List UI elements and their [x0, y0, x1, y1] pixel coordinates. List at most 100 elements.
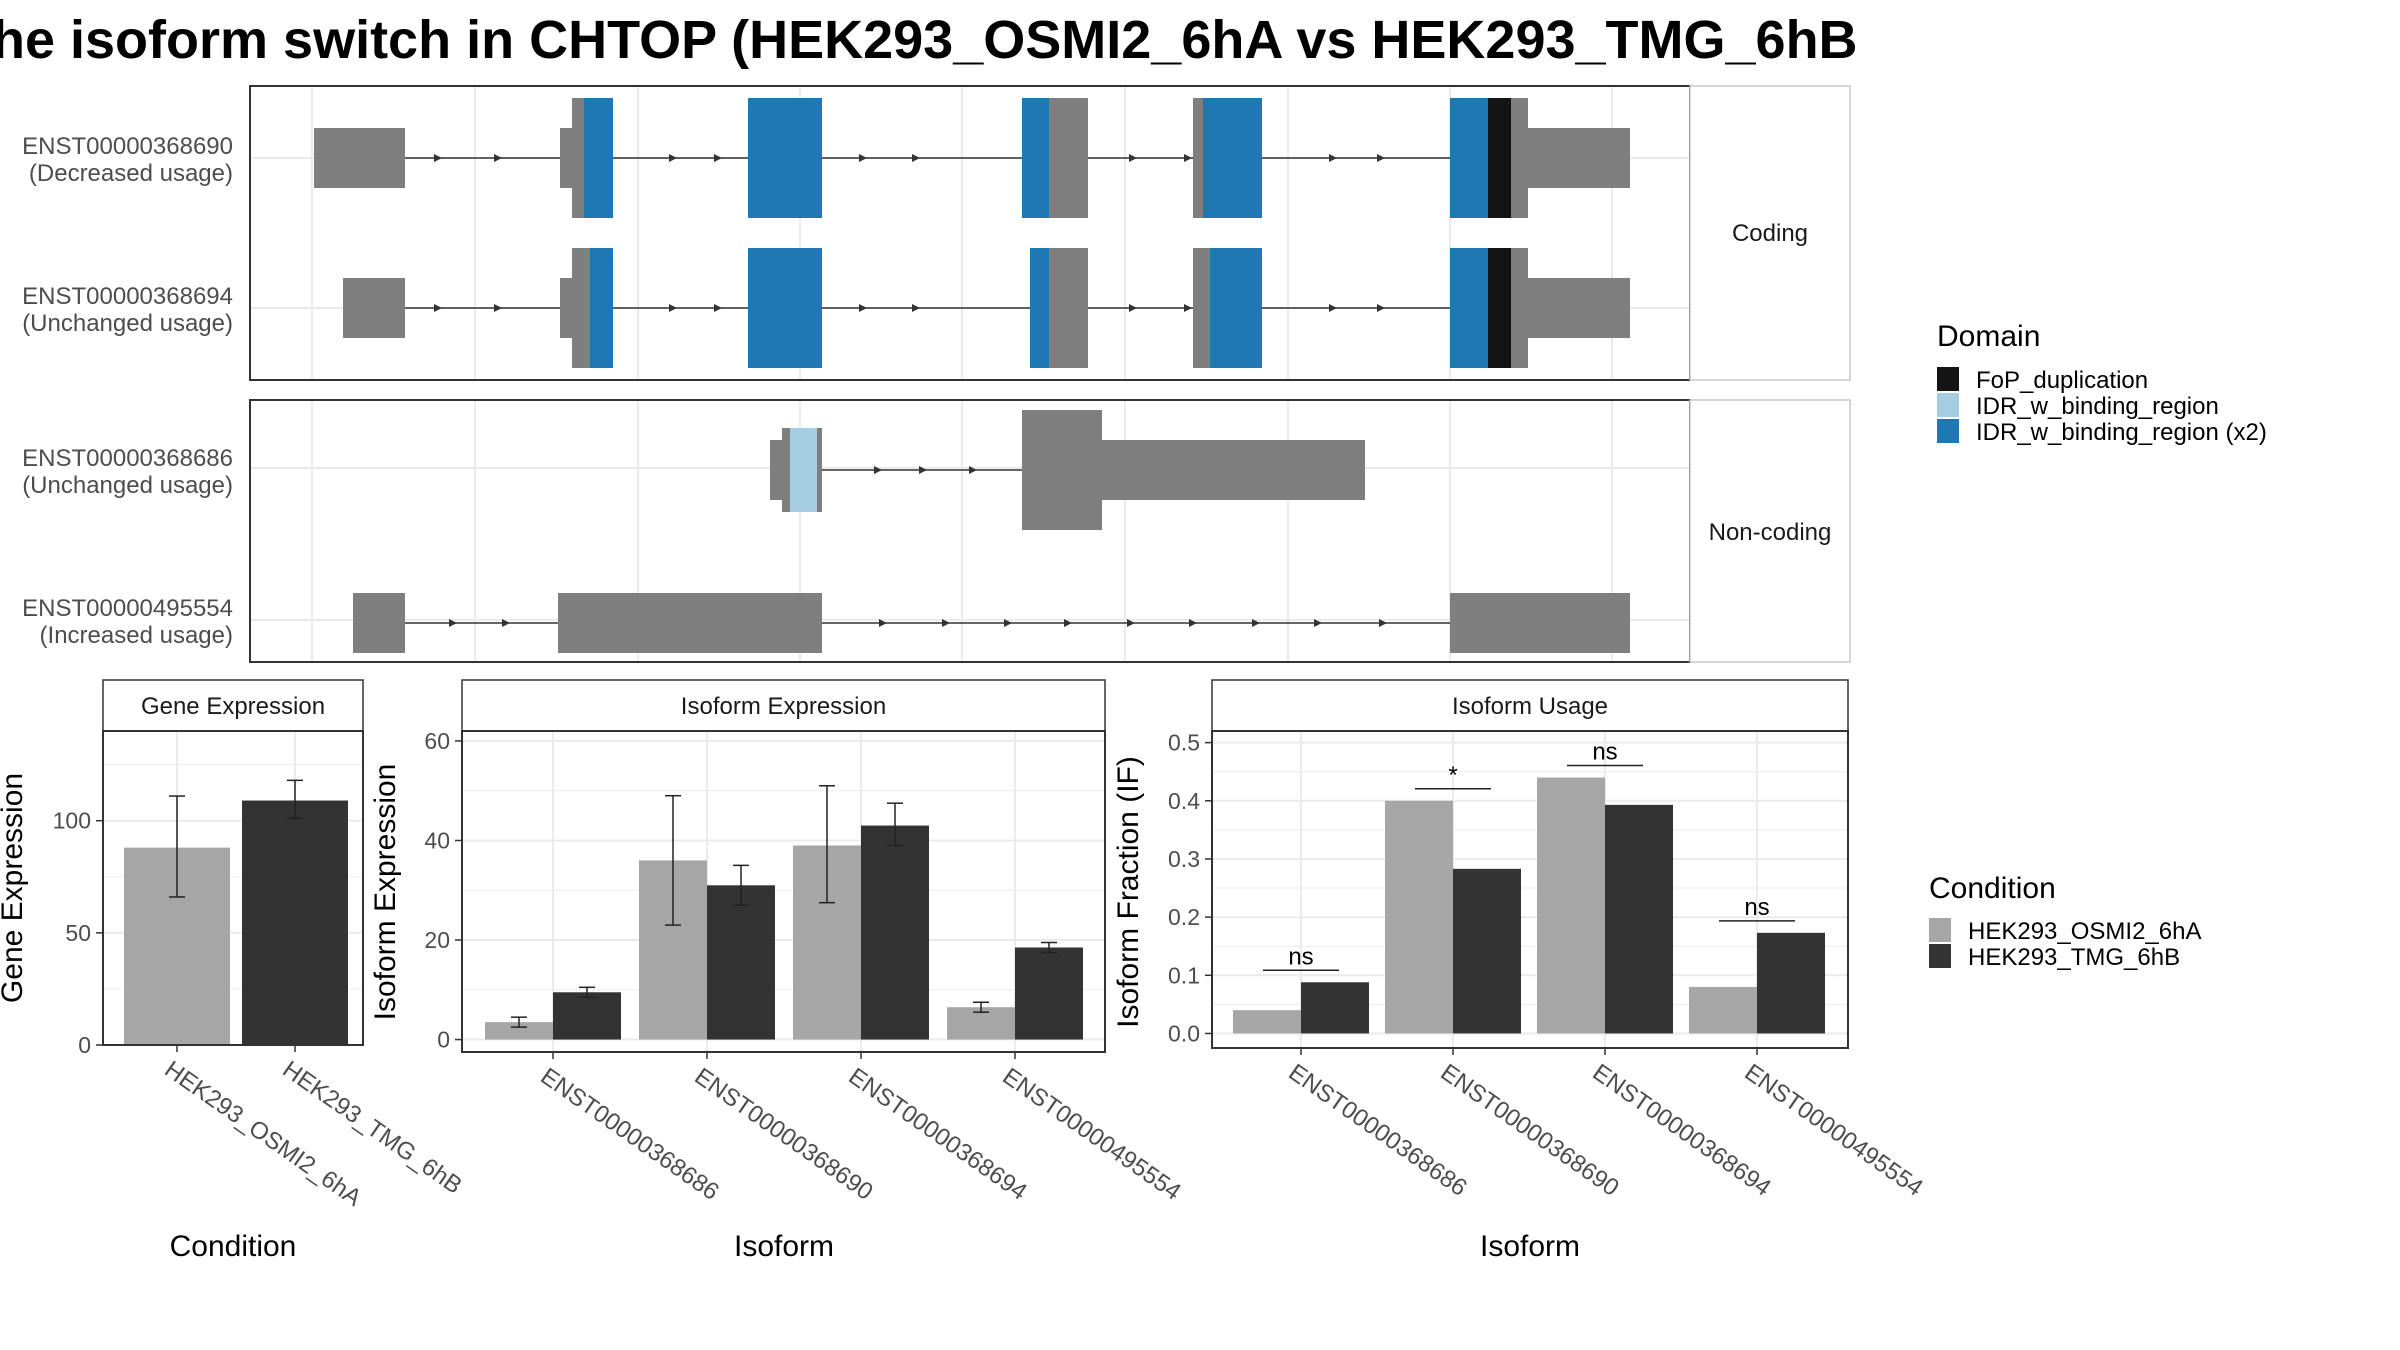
transcript-id-label: ENST00000368690 — [22, 133, 233, 160]
bar — [1537, 777, 1605, 1034]
intron-arrow-icon — [1377, 304, 1385, 312]
intron-arrow-icon — [912, 154, 920, 162]
exon — [1511, 98, 1528, 218]
intron-arrow-icon — [1329, 304, 1337, 312]
intron-arrow-icon — [1314, 619, 1322, 627]
exon — [572, 248, 590, 368]
bar — [553, 992, 621, 1040]
panel-border — [1211, 730, 1849, 1049]
intron-arrow-icon — [859, 304, 867, 312]
y-tick-label: 0.1 — [1168, 962, 1200, 988]
y-tick-label: 0.2 — [1168, 904, 1200, 930]
exon — [1450, 593, 1630, 653]
y-tick-label: 40 — [424, 827, 450, 853]
bar — [1015, 947, 1083, 1040]
y-axis-title: Gene Expression — [0, 773, 29, 1003]
intron-arrow-icon — [1189, 619, 1197, 627]
domain-region — [1022, 98, 1049, 218]
y-axis-title: Isoform Expression — [369, 764, 402, 1021]
intron-arrow-icon — [714, 304, 722, 312]
exon — [1528, 128, 1630, 188]
domain-region — [1488, 248, 1511, 368]
exon — [1511, 248, 1528, 368]
panel-border — [461, 730, 1106, 1053]
y-tick-label: 0 — [78, 1032, 91, 1058]
significance-label: * — [1448, 762, 1457, 789]
condition-legend-title: Condition — [1929, 872, 2056, 905]
intron-arrow-icon — [874, 466, 882, 474]
bar — [1453, 868, 1521, 1034]
y-tick-label: 0 — [437, 1027, 450, 1053]
bar — [707, 885, 775, 1040]
exon — [817, 428, 822, 512]
x-axis-title: Condition — [170, 1230, 297, 1263]
coding-strip-label: Coding — [1732, 220, 1808, 247]
exon — [770, 440, 782, 500]
intron-arrow-icon — [1184, 304, 1192, 312]
isoform-usage-chart: Isoform Usagens*nsns0.00.10.20.30.40.5EN… — [1112, 679, 1928, 1263]
domain-region — [1488, 98, 1511, 218]
exon — [1049, 98, 1088, 218]
legend-key-cond-a — [1929, 918, 1951, 942]
intron-arrow-icon — [969, 466, 977, 474]
intron-arrow-icon — [1252, 619, 1260, 627]
isoform-expression-chart: Isoform Expression0204060ENST00000368686… — [369, 679, 1186, 1263]
intron-arrow-icon — [879, 619, 887, 627]
exon — [1193, 98, 1203, 218]
transcript-usage-label: (Decreased usage) — [29, 160, 233, 187]
legend-key-fop — [1937, 367, 1959, 391]
intron-arrow-icon — [714, 154, 722, 162]
domain-region — [1450, 98, 1488, 218]
bar — [1689, 986, 1757, 1034]
condition-legend: Condition HEK293_OSMI2_6hA HEK293_TMG_6h… — [1929, 872, 2201, 971]
exon — [560, 278, 572, 338]
intron-arrow-icon — [1129, 154, 1137, 162]
panel-title: Gene Expression — [141, 693, 325, 720]
y-tick-label: 20 — [424, 927, 450, 953]
intron-arrow-icon — [1184, 154, 1192, 162]
x-tick-label: HEK293_OSMI2_6hA — [160, 1056, 367, 1212]
bar — [1757, 932, 1825, 1034]
intron-arrow-icon — [434, 304, 442, 312]
domain-region — [1450, 248, 1488, 368]
exon — [1528, 278, 1630, 338]
transcript-usage-label: (Increased usage) — [40, 622, 233, 649]
bar — [485, 1022, 553, 1040]
intron-arrow-icon — [494, 154, 502, 162]
bar — [1233, 1010, 1301, 1034]
intron-arrow-icon — [1127, 619, 1135, 627]
x-axis-title: Isoform — [734, 1230, 834, 1263]
transcript-labels: ENST00000368690 (Decreased usage) ENST00… — [22, 133, 233, 649]
exon — [572, 98, 584, 218]
exon — [1102, 440, 1365, 500]
bar — [1605, 804, 1673, 1034]
legend-label-idr: IDR_w_binding_region — [1976, 393, 2219, 420]
panel-strip — [461, 679, 1106, 732]
exon — [558, 593, 822, 653]
y-tick-label: 0.4 — [1168, 788, 1200, 814]
domain-region — [590, 248, 613, 368]
bar — [861, 825, 929, 1040]
intron-arrow-icon — [449, 619, 457, 627]
legend-key-cond-b — [1929, 944, 1951, 968]
bar — [1301, 982, 1369, 1034]
noncoding-strip-label: Non-coding — [1709, 519, 1832, 546]
intron-arrow-icon — [1329, 154, 1337, 162]
bar — [242, 800, 348, 1045]
intron-arrow-icon — [1377, 154, 1385, 162]
domain-region — [1210, 248, 1262, 368]
exon — [782, 428, 790, 512]
transcript-usage-label: (Unchanged usage) — [22, 472, 233, 499]
y-tick-label: 50 — [65, 920, 91, 946]
panel-strip — [102, 679, 364, 732]
y-tick-label: 100 — [53, 808, 91, 834]
significance-label: ns — [1288, 943, 1313, 970]
legend-label-fop: FoP_duplication — [1976, 367, 2148, 394]
exon — [314, 128, 405, 188]
intron-arrow-icon — [912, 304, 920, 312]
domain-region — [748, 248, 822, 368]
domain-region — [1203, 98, 1262, 218]
intron-arrow-icon — [502, 619, 510, 627]
exon — [343, 278, 405, 338]
intron-arrow-icon — [669, 154, 677, 162]
